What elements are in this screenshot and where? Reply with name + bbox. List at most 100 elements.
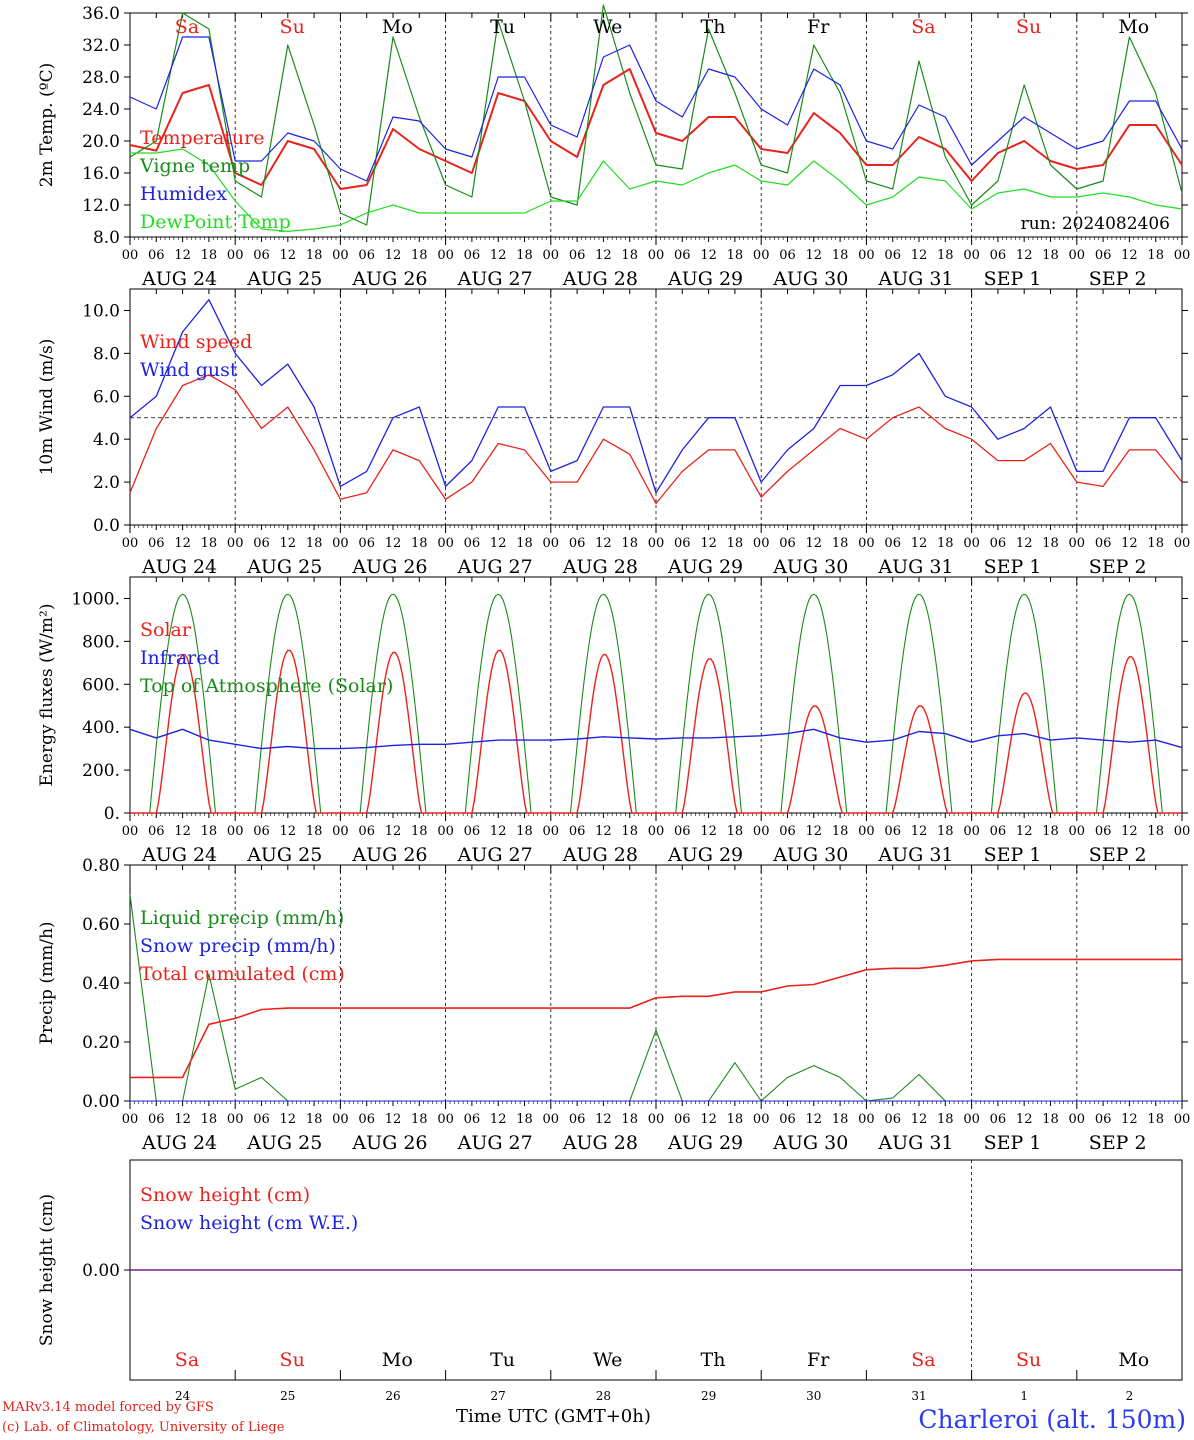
hour-tick-label: 00 xyxy=(648,536,665,551)
day-number-label: 30 xyxy=(806,1389,821,1403)
hour-tick-label: 12 xyxy=(1121,248,1138,263)
hour-tick-label: 18 xyxy=(832,536,849,551)
hour-tick-label: 00 xyxy=(1174,248,1191,263)
hour-tick-label: 00 xyxy=(332,1112,349,1127)
y-tick-label: 6.0 xyxy=(93,387,120,407)
date-label: SEP 1 xyxy=(984,844,1042,866)
hour-tick-label: 00 xyxy=(858,1112,875,1127)
hour-tick-label: 06 xyxy=(884,824,901,839)
date-label: AUG 24 xyxy=(141,556,217,578)
hour-tick-label: 00 xyxy=(753,824,770,839)
hour-tick-label: 00 xyxy=(963,536,980,551)
series-line-cumulated xyxy=(130,958,1182,1079)
legend-entry: Vigne temp xyxy=(139,155,250,177)
hour-tick-label: 18 xyxy=(306,536,323,551)
hour-tick-label: 00 xyxy=(227,536,244,551)
legend-entry: Total cumulated (cm) xyxy=(140,963,345,985)
legend-entry: Humidex xyxy=(140,183,227,205)
hour-tick-label: 12 xyxy=(595,248,612,263)
hour-tick-label: 06 xyxy=(358,1112,375,1127)
hour-tick-label: 00 xyxy=(227,824,244,839)
hour-tick-label: 18 xyxy=(727,536,744,551)
hour-tick-label: 18 xyxy=(411,824,428,839)
date-label: AUG 26 xyxy=(351,1132,427,1154)
date-label: SEP 2 xyxy=(1089,844,1147,866)
hour-tick-label: 12 xyxy=(700,536,717,551)
hour-tick-label: 00 xyxy=(858,536,875,551)
credit-line-model: MARv3.14 model forced by GFS xyxy=(2,1400,214,1415)
date-label: AUG 25 xyxy=(246,556,322,578)
legend-entry: Temperature xyxy=(140,127,264,149)
weekday-label: Su xyxy=(1016,1349,1041,1371)
date-label: AUG 24 xyxy=(141,1132,217,1154)
date-label: AUG 29 xyxy=(667,556,743,578)
hour-tick-label: 12 xyxy=(806,536,823,551)
series-line-green xyxy=(129,4,1183,226)
weekday-label: Fr xyxy=(807,1349,830,1371)
hour-tick-label: 00 xyxy=(332,248,349,263)
day-number-label: 28 xyxy=(596,1389,611,1403)
day-number-label: 29 xyxy=(701,1389,716,1403)
hour-tick-label: 18 xyxy=(1042,824,1059,839)
y-tick-label: 4.0 xyxy=(93,430,120,450)
hour-tick-label: 12 xyxy=(595,824,612,839)
hour-tick-label: 18 xyxy=(937,1112,954,1127)
day-number-label: 31 xyxy=(911,1389,926,1403)
hour-tick-label: 12 xyxy=(1016,536,1033,551)
y-axis-label: Precip (mm/h) xyxy=(37,921,57,1044)
weekday-label: Su xyxy=(280,1349,305,1371)
legend-entry: Liquid precip (mm/h) xyxy=(140,907,344,929)
date-label: AUG 27 xyxy=(457,556,533,578)
hour-tick-label: 12 xyxy=(1016,824,1033,839)
hour-tick-label: 00 xyxy=(437,1112,454,1127)
hour-tick-label: 12 xyxy=(911,824,928,839)
date-label: AUG 26 xyxy=(351,268,427,290)
legend-entry: Snow height (cm) xyxy=(140,1184,310,1206)
weekday-label: Su xyxy=(1016,16,1041,38)
hour-tick-label: 12 xyxy=(385,1112,402,1127)
date-label: AUG 26 xyxy=(351,556,427,578)
hour-tick-label: 00 xyxy=(1069,536,1086,551)
hour-tick-label: 06 xyxy=(674,824,691,839)
hour-tick-label: 12 xyxy=(385,536,402,551)
series-line-red xyxy=(129,374,1183,505)
hour-tick-label: 18 xyxy=(411,1112,428,1127)
hour-tick-label: 18 xyxy=(727,1112,744,1127)
series-line-infrared xyxy=(129,728,1183,750)
y-tick-label: 0.00 xyxy=(82,1092,120,1112)
hour-tick-label: 18 xyxy=(1147,536,1164,551)
hour-tick-label: 18 xyxy=(1042,1112,1059,1127)
hour-tick-label: 18 xyxy=(201,1112,218,1127)
weekday-label: We xyxy=(593,1349,622,1371)
hour-tick-label: 18 xyxy=(516,1112,533,1127)
hour-tick-label: 06 xyxy=(1095,248,1112,263)
legend-entry: Snow precip (mm/h) xyxy=(140,935,336,957)
y-tick-label: 20.0 xyxy=(82,132,120,152)
series-line-solar xyxy=(130,649,1182,814)
hour-tick-label: 18 xyxy=(1147,824,1164,839)
hour-tick-label: 12 xyxy=(280,824,297,839)
date-label: AUG 30 xyxy=(772,268,848,290)
hour-tick-label: 18 xyxy=(1147,248,1164,263)
hour-tick-label: 00 xyxy=(437,536,454,551)
date-label: AUG 29 xyxy=(667,1132,743,1154)
hour-tick-label: 06 xyxy=(674,248,691,263)
hour-tick-label: 00 xyxy=(1174,824,1191,839)
weekday-label: Mo xyxy=(382,1349,413,1371)
weekday-label: Tu xyxy=(490,1349,515,1371)
hour-tick-label: 06 xyxy=(779,1112,796,1127)
hour-tick-label: 00 xyxy=(648,1112,665,1127)
y-tick-label: 0. xyxy=(104,804,120,824)
weekday-label: Mo xyxy=(1118,1349,1149,1371)
hour-tick-label: 00 xyxy=(648,248,665,263)
hour-tick-label: 06 xyxy=(884,248,901,263)
y-tick-label: 0.40 xyxy=(82,974,120,994)
date-label: AUG 30 xyxy=(772,556,848,578)
hour-tick-label: 18 xyxy=(306,824,323,839)
hour-tick-label: 06 xyxy=(569,824,586,839)
weekday-label: Th xyxy=(701,1349,726,1371)
weekday-label: Mo xyxy=(1118,16,1149,38)
weekday-label: Sa xyxy=(911,16,935,38)
date-label: AUG 27 xyxy=(457,844,533,866)
